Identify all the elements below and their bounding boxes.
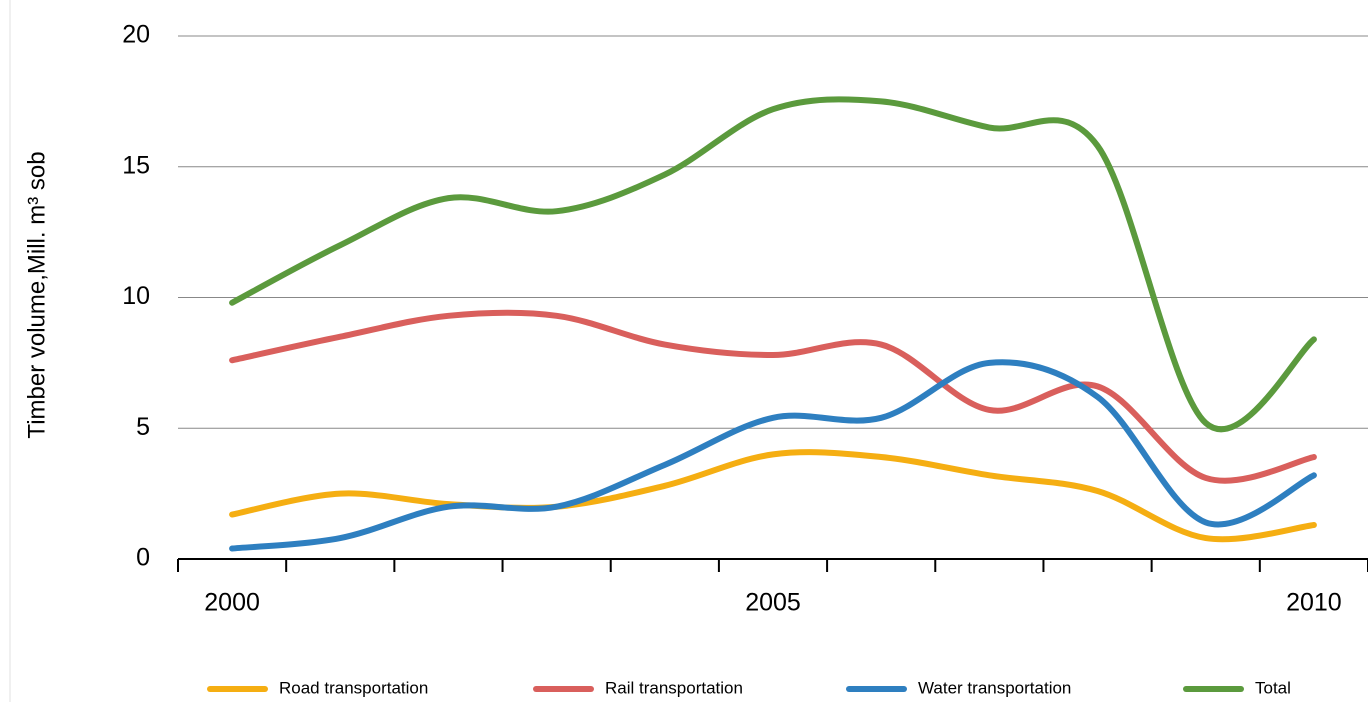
legend-label: Rail transportation: [605, 678, 743, 697]
x-tick-label: 2005: [745, 589, 801, 617]
legend-label: Road transportation: [279, 678, 428, 697]
line-series: [229, 449, 1317, 543]
line-series: [229, 359, 1317, 552]
line-series: [229, 309, 1317, 484]
y-tick-label: 15: [122, 151, 150, 179]
legend-label: Total: [1255, 678, 1291, 697]
y-tick-label: 10: [122, 282, 150, 310]
y-axis-title: Timber volume,Mill. m³ sob: [23, 151, 50, 438]
y-tick-label: 5: [136, 413, 150, 441]
x-tick-label: 2000: [204, 589, 260, 617]
legend-label: Water transportation: [918, 678, 1071, 697]
y-tick-label: 0: [136, 544, 150, 572]
y-tick-label: 20: [122, 21, 150, 49]
x-tick-label: 2010: [1286, 589, 1342, 617]
line-series: [229, 96, 1317, 433]
